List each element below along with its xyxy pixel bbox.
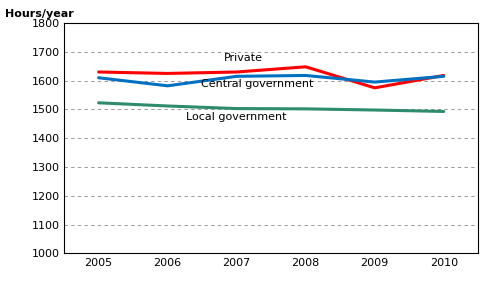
Text: Private: Private: [224, 53, 263, 63]
Text: Hours/year: Hours/year: [5, 9, 73, 19]
Text: Central government: Central government: [201, 79, 314, 89]
Text: Local government: Local government: [186, 112, 287, 122]
